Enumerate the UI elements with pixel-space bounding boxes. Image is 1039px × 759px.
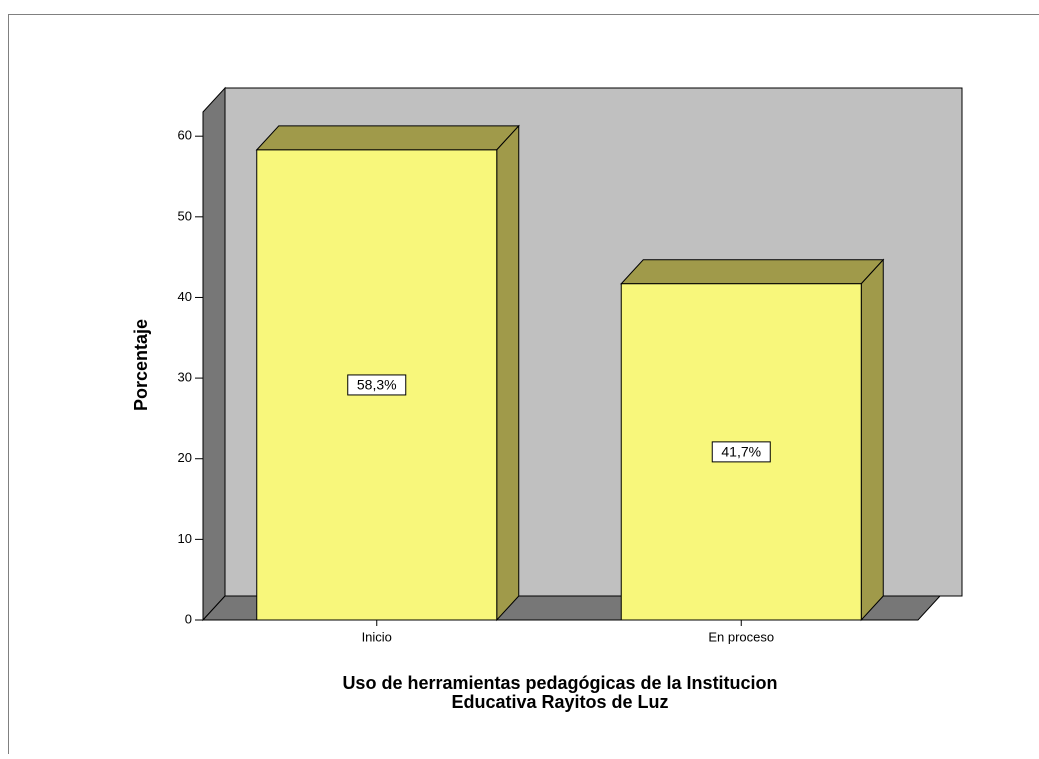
y-axis-title: Porcentaje (131, 319, 151, 411)
x-axis-title: Educativa Rayitos de Luz (451, 692, 668, 712)
y-tick-label: 60 (178, 128, 192, 143)
value-label: 58,3% (357, 377, 397, 393)
y-tick-label: 50 (178, 208, 192, 223)
bar-top (257, 126, 519, 150)
side-wall (203, 88, 225, 620)
x-axis-title: Uso de herramientas pedagógicas de la In… (342, 673, 777, 693)
y-tick-label: 10 (178, 531, 192, 546)
bar-top (621, 260, 883, 284)
y-tick-label: 30 (178, 370, 192, 385)
value-label: 41,7% (721, 444, 761, 460)
y-tick-label: 40 (178, 289, 192, 304)
bar-side (861, 260, 883, 620)
x-tick-label: Inicio (362, 629, 392, 644)
y-tick-label: 20 (178, 450, 192, 465)
bar-side (497, 126, 519, 620)
x-tick-label: En proceso (708, 629, 774, 644)
y-tick-label: 0 (185, 611, 192, 626)
